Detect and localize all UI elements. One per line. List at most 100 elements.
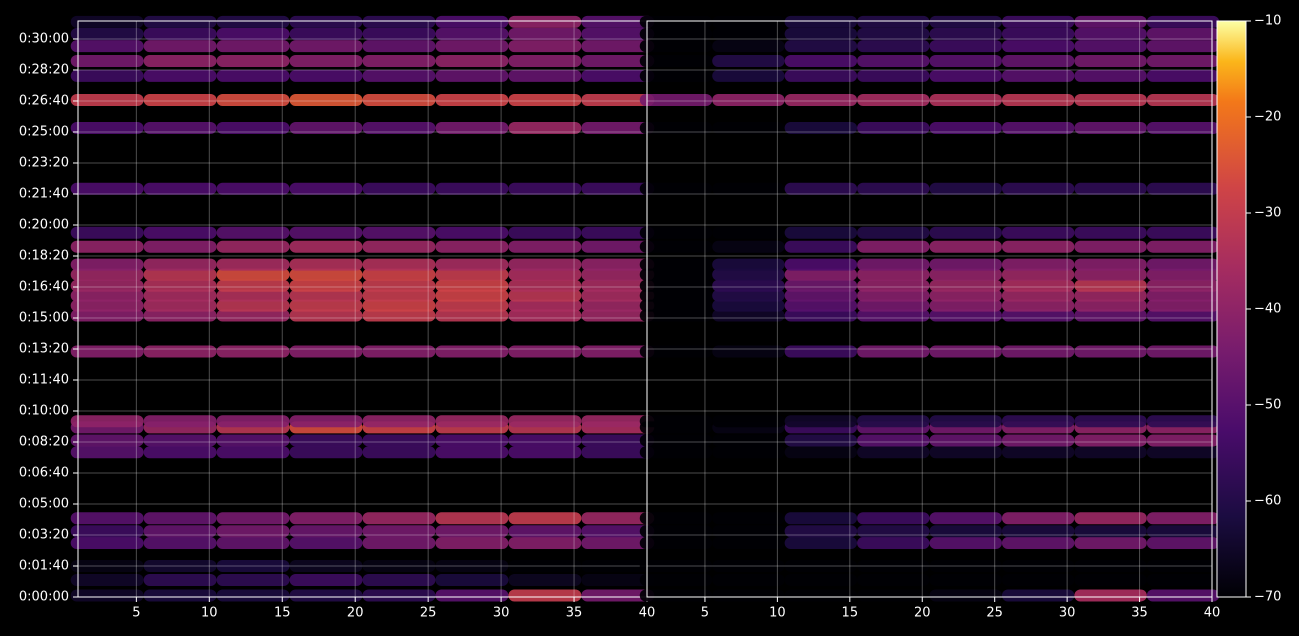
heat-cell — [1074, 537, 1147, 550]
heat-cell — [289, 434, 363, 447]
heat-cell — [857, 434, 930, 447]
heat-cell — [508, 589, 582, 602]
heat-cell — [362, 94, 436, 107]
heat-cell — [857, 559, 930, 572]
heat-cell — [70, 121, 144, 134]
heat-cell — [857, 94, 930, 107]
heat-cell — [712, 121, 785, 134]
panel-frame — [646, 20, 1213, 598]
heat-cell — [289, 40, 363, 53]
heat-cell — [857, 289, 930, 302]
heat-cell — [1074, 240, 1147, 253]
heat-cell — [712, 54, 785, 67]
heat-cell — [435, 258, 509, 271]
x-tick-label: 30 — [1059, 606, 1076, 621]
heat-cell — [508, 69, 582, 82]
heat-cell — [784, 226, 858, 239]
heat-cell — [581, 345, 655, 358]
heat-cell — [784, 15, 858, 28]
heat-cell — [216, 537, 290, 550]
heat-cell — [508, 279, 582, 292]
heat-cell — [1001, 240, 1075, 253]
heat-cell — [784, 446, 858, 459]
heat-cell — [362, 182, 436, 195]
heat-cell — [1074, 40, 1147, 53]
heat-cell — [143, 226, 217, 239]
heat-cell — [70, 15, 144, 28]
heat-cell — [1001, 446, 1075, 459]
heat-cell — [712, 240, 785, 253]
x-tick-label: 35 — [1131, 606, 1148, 621]
heat-cell — [1001, 40, 1075, 53]
heat-cell — [1074, 589, 1147, 602]
x-tick-label: 5 — [701, 606, 709, 621]
heat-cell — [1146, 28, 1220, 41]
heat-cell — [1001, 28, 1075, 41]
heat-cell — [1001, 258, 1075, 271]
heat-cell — [1074, 69, 1147, 82]
heat-cell — [508, 415, 582, 428]
heat-cell — [216, 268, 290, 281]
heat-cell — [639, 268, 713, 281]
heat-cell — [639, 345, 713, 358]
heat-cell — [362, 69, 436, 82]
heat-cell — [929, 69, 1002, 82]
colorbar-tick-label: −50 — [1254, 398, 1281, 413]
heat-cell — [712, 69, 785, 82]
heat-cell — [784, 240, 858, 253]
y-tick-label: 0:30:00 — [19, 31, 69, 46]
heat-cell — [929, 446, 1002, 459]
heat-cell — [1001, 434, 1075, 447]
heat-cell — [857, 54, 930, 67]
heat-cell — [362, 258, 436, 271]
heat-cell — [929, 512, 1002, 525]
x-tick-label: 40 — [639, 606, 656, 621]
heat-cell — [1001, 289, 1075, 302]
heat-cell — [857, 299, 930, 312]
x-tick-label: 25 — [420, 606, 437, 621]
heat-cell — [712, 258, 785, 271]
heat-cell — [639, 446, 713, 459]
heat-cell — [639, 226, 713, 239]
heat-cell — [70, 69, 144, 82]
heat-cell — [216, 121, 290, 134]
heat-cell — [70, 434, 144, 447]
x-tick-label: 10 — [769, 606, 786, 621]
heat-cell — [289, 279, 363, 292]
heat-cell — [1074, 345, 1147, 358]
heat-cell — [1146, 40, 1220, 53]
heat-cell — [216, 415, 290, 428]
heat-cell — [929, 15, 1002, 28]
heat-cell — [435, 121, 509, 134]
heat-cell — [508, 240, 582, 253]
heat-cell — [435, 226, 509, 239]
heat-cell — [143, 28, 217, 41]
heat-cell — [289, 299, 363, 312]
heat-cell — [784, 54, 858, 67]
heat-cell — [929, 573, 1002, 586]
heat-cell — [143, 415, 217, 428]
heat-cell — [70, 226, 144, 239]
heat-cell — [639, 589, 713, 602]
heat-cell — [784, 573, 858, 586]
heat-cell — [508, 345, 582, 358]
y-tick-label: 0:16:40 — [19, 279, 69, 294]
heat-cell — [216, 525, 290, 538]
heat-cell — [639, 240, 713, 253]
heat-cell — [784, 299, 858, 312]
colorbar-tick-label: −20 — [1254, 110, 1281, 125]
heat-cell — [857, 28, 930, 41]
heat-cell — [508, 54, 582, 67]
x-tick-label: 10 — [201, 606, 218, 621]
heat-cell — [70, 289, 144, 302]
heat-cell — [216, 289, 290, 302]
heat-cell — [581, 226, 655, 239]
heat-cell — [581, 434, 655, 447]
heat-cell — [581, 258, 655, 271]
heat-cell — [857, 121, 930, 134]
x-tick-label: 25 — [986, 606, 1003, 621]
y-tick-label: 0:01:40 — [19, 558, 69, 573]
heat-cell — [639, 573, 713, 586]
heat-cell — [857, 525, 930, 538]
y-tick-label: 0:23:20 — [19, 155, 69, 170]
